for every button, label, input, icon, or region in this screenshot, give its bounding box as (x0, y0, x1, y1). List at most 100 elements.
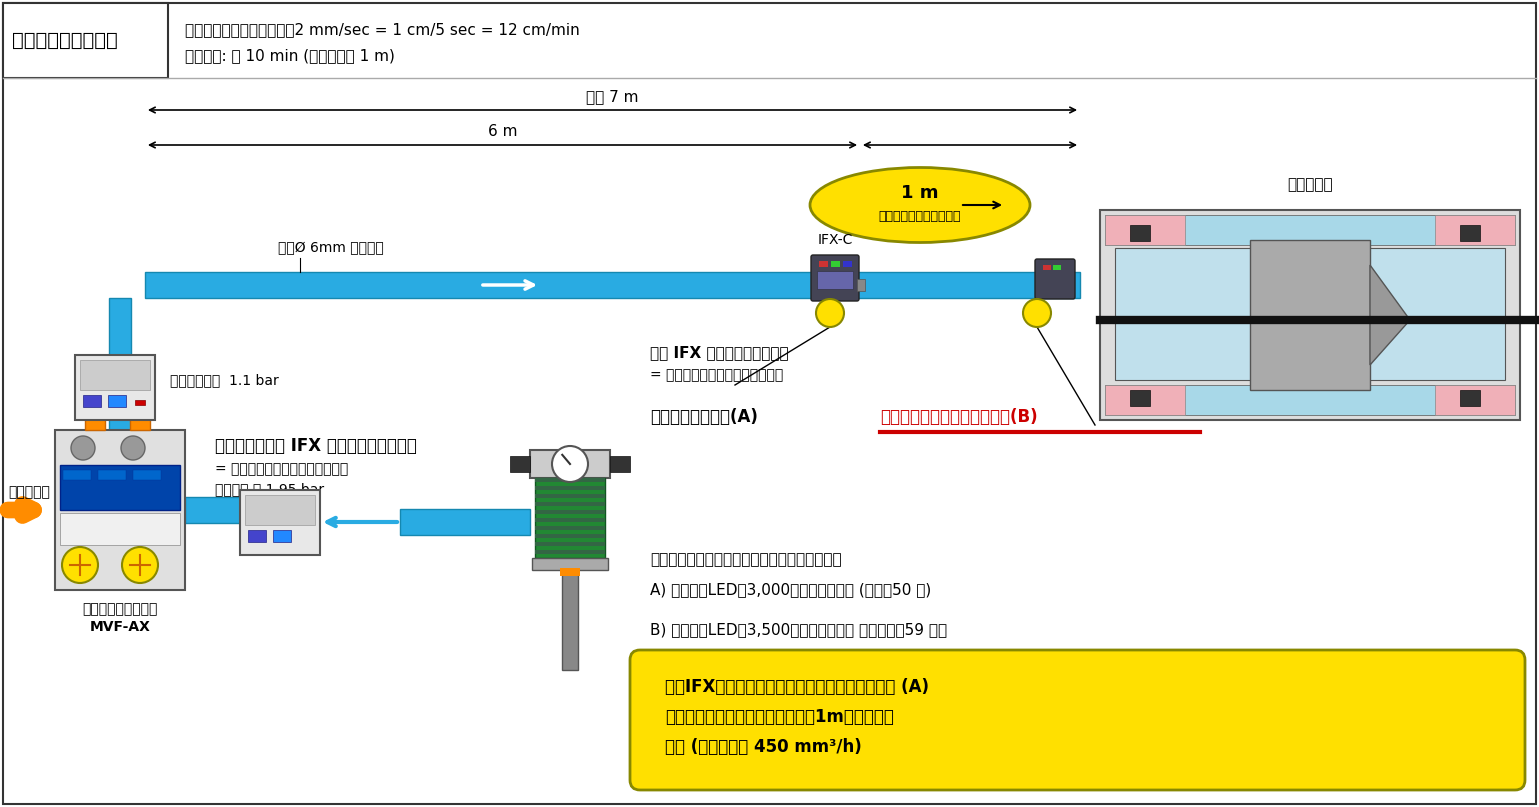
Bar (560, 568, 580, 576)
Bar (529, 450, 609, 478)
Bar (80, 360, 149, 390)
Bar (240, 490, 320, 555)
Text: MVF-AX: MVF-AX (89, 620, 151, 634)
Text: Certificate: Certificate (102, 524, 139, 530)
Bar (1105, 385, 1514, 415)
Bar (135, 400, 145, 405)
Bar (536, 526, 605, 530)
Text: = ダイナミック・ディテクション: = ダイナミック・ディテクション (215, 462, 348, 476)
Bar (536, 478, 605, 482)
Bar (60, 465, 180, 510)
Text: B) センサーLEDは3,500秒後、緑が点灯 （おおよそ59 分）: B) センサーLEDは3,500秒後、緑が点灯 （おおよそ59 分） (649, 622, 946, 637)
Bar (857, 279, 865, 291)
Text: セーフティオイルエリア: セーフティオイルエリア (879, 211, 962, 224)
Bar (1043, 265, 1051, 270)
FancyBboxPatch shape (1036, 259, 1076, 299)
Bar (536, 510, 605, 514)
Text: 外付IFXストリークセンサーの推奨取り付け位置 (A): 外付IFXストリークセンサーの推奨取り付け位置 (A) (665, 678, 930, 696)
Text: オイルエア圧  1.1 bar: オイルエア圧 1.1 bar (169, 373, 279, 387)
Text: 全長 7 m: 全長 7 m (586, 89, 639, 104)
Text: A: A (825, 307, 834, 320)
Circle shape (122, 547, 159, 583)
Bar (63, 470, 91, 480)
Text: 100: 100 (103, 368, 126, 378)
Bar (272, 530, 291, 542)
Circle shape (816, 299, 843, 327)
Bar (55, 430, 185, 590)
Bar (109, 298, 131, 430)
Bar (509, 456, 529, 472)
Bar (89, 400, 100, 405)
Bar (132, 470, 162, 480)
Text: 1 m: 1 m (902, 184, 939, 202)
Bar (536, 494, 605, 498)
Text: は、潤滑ポイントから少なくとも1m離れた箇所: は、潤滑ポイントから少なくとも1m離れた箇所 (665, 708, 894, 726)
Text: 故障時に危険な取り付け位置(B): 故障時に危険な取り付け位置(B) (880, 408, 1037, 426)
Text: チューブ内に油のない状態からスタートして、: チューブ内に油のない状態からスタートして、 (649, 552, 842, 567)
Bar (98, 470, 126, 480)
Bar (85, 405, 105, 430)
Bar (843, 261, 853, 267)
FancyBboxPatch shape (811, 255, 859, 301)
Bar (536, 518, 605, 522)
Bar (248, 530, 266, 542)
Bar (1114, 248, 1505, 380)
Circle shape (71, 436, 95, 460)
Bar (1105, 385, 1185, 415)
Text: オイルストリーク速度：約2 mm/sec = 1 cm/5 sec = 12 cm/min: オイルストリーク速度：約2 mm/sec = 1 cm/5 sec = 12 c… (185, 22, 580, 37)
Bar (1100, 210, 1521, 420)
Text: B: B (1033, 307, 1042, 320)
Circle shape (1023, 299, 1051, 327)
Text: IFX-C: IFX-C (817, 233, 853, 247)
Polygon shape (1370, 265, 1410, 365)
Circle shape (62, 547, 98, 583)
Circle shape (122, 436, 145, 460)
Bar (245, 495, 315, 525)
Bar (1461, 225, 1481, 241)
Text: 100: 100 (268, 503, 291, 513)
Bar (185, 497, 240, 523)
Text: オイルエアミキサー: オイルエアミキサー (82, 602, 157, 616)
Bar (83, 395, 102, 407)
Bar (1250, 240, 1370, 390)
Text: スピンドル: スピンドル (1287, 177, 1333, 192)
Text: オイル供給: オイル供給 (8, 485, 49, 499)
Text: です (オイル量は 450 mm³/h): です (オイル量は 450 mm³/h) (665, 738, 862, 756)
Bar (145, 272, 1080, 298)
Bar (1105, 215, 1185, 245)
Bar (819, 261, 828, 267)
Bar (400, 509, 529, 535)
FancyBboxPatch shape (629, 650, 1525, 790)
Bar (3, 3, 168, 78)
Bar (1130, 225, 1150, 241)
Bar (129, 405, 149, 430)
Text: 6 m: 6 m (488, 124, 517, 139)
Bar (1434, 215, 1514, 245)
Bar (817, 271, 853, 289)
Text: 外径Ø 6mm チューブ: 外径Ø 6mm チューブ (279, 241, 383, 255)
Bar (1105, 215, 1514, 245)
Ellipse shape (810, 168, 1030, 242)
Text: 推奨取り付け位置(A): 推奨取り付け位置(A) (649, 408, 757, 426)
Bar (536, 550, 605, 554)
Text: A) センサーLEDは3,000秒後、緑が点灯 (およそ50 分): A) センサーLEDは3,000秒後、緑が点灯 (およそ50 分) (649, 582, 931, 597)
Bar (1130, 390, 1150, 406)
Bar (60, 513, 180, 545)
Bar (1461, 390, 1481, 406)
Text: 供給エア 圧 1.95 bar: 供給エア 圧 1.95 bar (215, 482, 325, 496)
Bar (108, 395, 126, 407)
Bar (536, 486, 605, 490)
Bar (609, 456, 629, 472)
Text: アプリケーション例: アプリケーション例 (12, 31, 119, 49)
Bar (532, 558, 608, 570)
Circle shape (553, 446, 588, 482)
Text: ミキサー内蔵型 IFX ストリークセンサー: ミキサー内蔵型 IFX ストリークセンサー (215, 437, 417, 455)
Text: 排出時間: 約 10 min (チューブ長 1 m): 排出時間: 約 10 min (チューブ長 1 m) (185, 48, 396, 63)
Bar (536, 534, 605, 538)
Text: 外付 IFX ストリークセンサー: 外付 IFX ストリークセンサー (649, 345, 788, 360)
Bar (1434, 385, 1514, 415)
Text: = スタティック・ディテクション: = スタティック・ディテクション (649, 368, 783, 382)
Bar (1053, 265, 1060, 270)
Bar (536, 502, 605, 506)
Bar (75, 355, 155, 420)
